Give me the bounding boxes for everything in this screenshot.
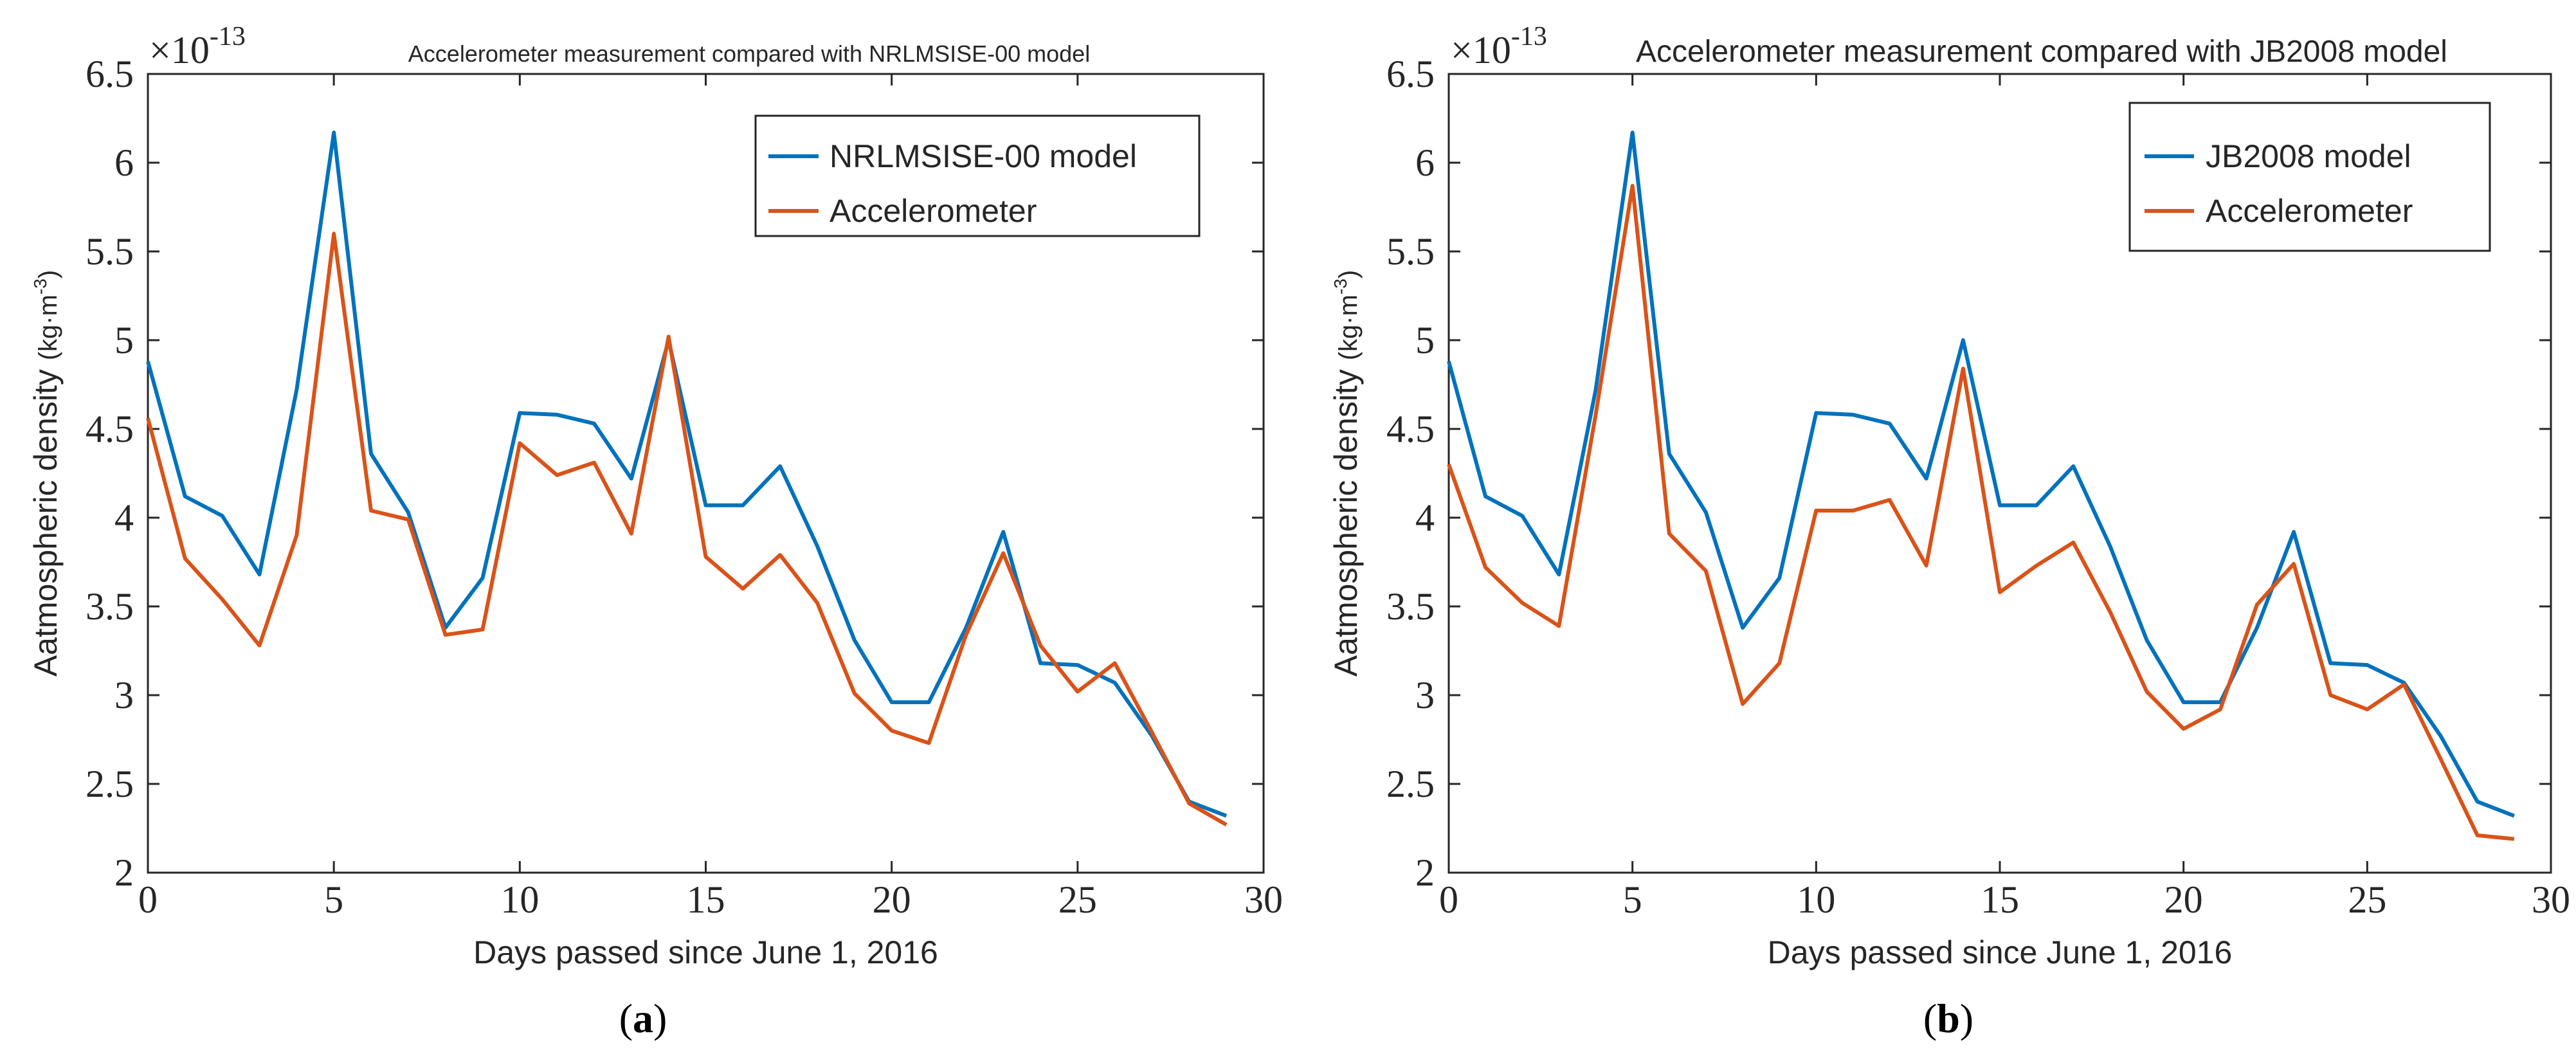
y-tick-label: 5: [114, 319, 134, 361]
y-tick-label: 4: [114, 496, 134, 539]
series-line-accelerometer: [146, 232, 1228, 827]
panel-caption: (b): [1923, 995, 1973, 1041]
y-tick-label: 3.5: [86, 585, 134, 628]
chart-title: Accelerometer measurement compared with …: [408, 41, 1090, 67]
y-tick-label: 5.5: [1386, 230, 1435, 273]
y-tick-label: 6.5: [1386, 53, 1435, 95]
x-tick-label: 30: [1244, 878, 1283, 921]
y-tick-label: 3: [1415, 674, 1435, 716]
legend: NRLMSISE-00 model Accelerometer: [754, 114, 1201, 237]
y-tick-label: 5.5: [86, 230, 134, 273]
series-line-model: [146, 131, 1228, 818]
y-exponent-label: ×10-13: [149, 22, 246, 71]
x-tick-label: 20: [873, 878, 911, 921]
series-line-accelerometer: [1447, 183, 2515, 841]
x-tick-label: 30: [2532, 878, 2570, 921]
x-tick-label: 5: [324, 878, 343, 921]
x-tick-label: 20: [2164, 878, 2203, 921]
x-tick-label: 15: [1981, 878, 2019, 921]
legend-entry: JB2008 model: [2206, 138, 2411, 174]
x-axis-label: Days passed since June 1, 2016: [473, 934, 938, 970]
y-tick-label: 3: [114, 674, 134, 716]
legend-entry: Accelerometer: [2206, 193, 2413, 229]
y-tick-label: 4.5: [86, 408, 134, 450]
chart-panel-b: 0 5 10 15 20 25 30 2 2.5 3 3.5 4 4.5 5 5.5 6 6.5 ×10-13 Ac…: [1328, 22, 2570, 1041]
y-axis-label: Aatmospheric density (kg·m-3): [28, 270, 64, 677]
y-tick-label: 2: [1415, 851, 1435, 894]
x-tick-label: 10: [500, 878, 539, 921]
series-line-model: [1447, 131, 2515, 818]
x-tick-label: 0: [138, 878, 158, 921]
chart-title: Accelerometer measurement compared with …: [1636, 35, 2447, 69]
legend-box: [2128, 102, 2491, 252]
y-exponent-label: ×10-13: [1451, 22, 1547, 71]
legend-box: [754, 114, 1201, 237]
x-tick-label: 10: [1797, 878, 1835, 921]
y-tick-label: 2.5: [86, 763, 134, 805]
y-tick-label: 6.5: [86, 53, 134, 95]
y-tick-label: 6: [1415, 141, 1435, 184]
y-tick-label: 3.5: [1386, 585, 1435, 628]
x-tick-label: 15: [687, 878, 725, 921]
legend-entry: Accelerometer: [830, 193, 1037, 229]
x-tick-label: 25: [2348, 878, 2386, 921]
y-axis-label: Aatmospheric density (kg·m-3): [1328, 270, 1364, 677]
y-tick-label: 2: [114, 851, 134, 894]
x-tick-label: 0: [1439, 878, 1458, 921]
x-tick-label: 5: [1623, 878, 1642, 921]
y-tick-label: 5: [1415, 319, 1435, 361]
panel-caption: (a): [619, 995, 667, 1041]
x-tick-label: 25: [1058, 878, 1097, 921]
y-tick-label: 4: [1415, 496, 1435, 539]
x-axis-label: Days passed since June 1, 2016: [1768, 934, 2233, 970]
y-tick-label: 6: [114, 141, 134, 184]
legend: JB2008 model Accelerometer: [2128, 102, 2491, 252]
legend-entry: NRLMSISE-00 model: [830, 138, 1137, 174]
y-tick-label: 2.5: [1386, 763, 1435, 805]
y-tick-label: 4.5: [1386, 408, 1435, 450]
chart-panel-a: 0 5 10 15 20 25 30 2 2.5 3 3.5 4 4.5 5 5.5 6 6.5 ×10-13 Ac…: [28, 22, 1283, 1041]
